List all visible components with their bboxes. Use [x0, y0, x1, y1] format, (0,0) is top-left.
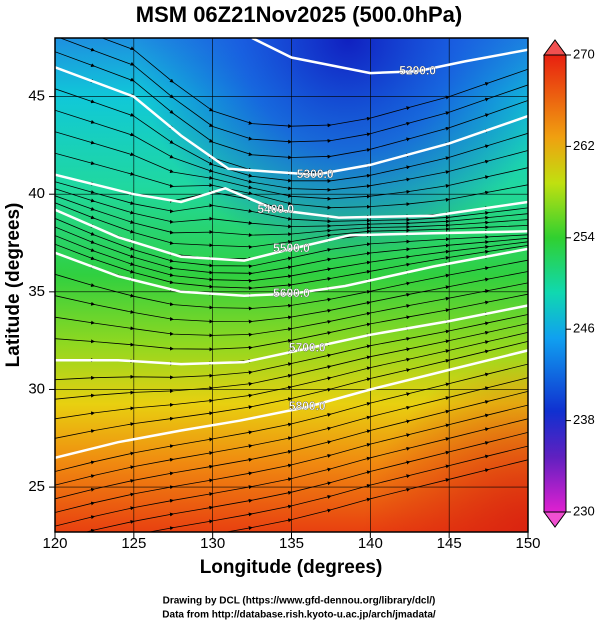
x-tick-label: 145 [437, 535, 462, 552]
field: 5200.0 5300.0 5400.0 5500.0 5600.0 5700.0 5800… [55, 38, 528, 532]
contour-line [55, 208, 528, 262]
y-tick-label: 45 [28, 88, 45, 105]
contour-label: 5200.0 [399, 63, 436, 77]
colorbar-tick-label: 238 [573, 412, 595, 427]
x-tick-label: 130 [200, 535, 225, 552]
contour-label: 5700.0 [289, 341, 326, 355]
x-axis-label: Longitude (degrees) [200, 557, 383, 578]
contour-label: 5500.0 [273, 241, 310, 255]
x-tick-label: 135 [279, 535, 304, 552]
credit: Drawing by DCL (https://www.gfd-dennou.o… [163, 596, 436, 607]
contour-label: 5800.0 [289, 399, 326, 413]
contour-line [55, 66, 528, 176]
x-tick-label: 150 [515, 535, 540, 552]
contour-line [55, 349, 528, 460]
colorbar-tick-label: 230 [573, 503, 595, 518]
x-tick-label: 140 [358, 535, 383, 552]
colorbar-tick-label: 262 [573, 138, 595, 153]
contour-label: 5300.0 [297, 167, 334, 181]
contour-label: 5400.0 [257, 202, 294, 216]
y-tick-label: 25 [28, 478, 45, 495]
x-tick-label: 120 [42, 535, 67, 552]
colorbar: 230 238 246 254 262 270 [543, 39, 595, 528]
colorbar-tick-label: 270 [573, 46, 595, 61]
title: MSM 06Z21Nov2025 (500.0hPa) [136, 2, 463, 27]
y-axis-label: Latitude (degrees) [3, 203, 24, 368]
contour-label: 5600.0 [273, 286, 310, 300]
contour-line [251, 38, 528, 75]
y-tick-label: 35 [28, 283, 45, 300]
colorbar-tick-label: 254 [573, 229, 595, 244]
colorbar-extend [543, 511, 567, 528]
contours: 5200.0 5300.0 5400.0 5500.0 5600.0 5700.0 5800… [55, 38, 528, 460]
contour-line [55, 173, 528, 219]
contour-line [55, 247, 528, 297]
colorbar-extend [543, 39, 567, 56]
colorbar-tick-label: 246 [573, 321, 595, 336]
contour-line [55, 304, 528, 366]
x-tick-label: 125 [121, 535, 146, 552]
y-tick-label: 30 [28, 380, 45, 397]
y-tick-label: 40 [28, 185, 45, 202]
colorbar-scale [543, 54, 567, 513]
credit: Data from http://database.rish.kyoto-u.a… [162, 610, 436, 621]
